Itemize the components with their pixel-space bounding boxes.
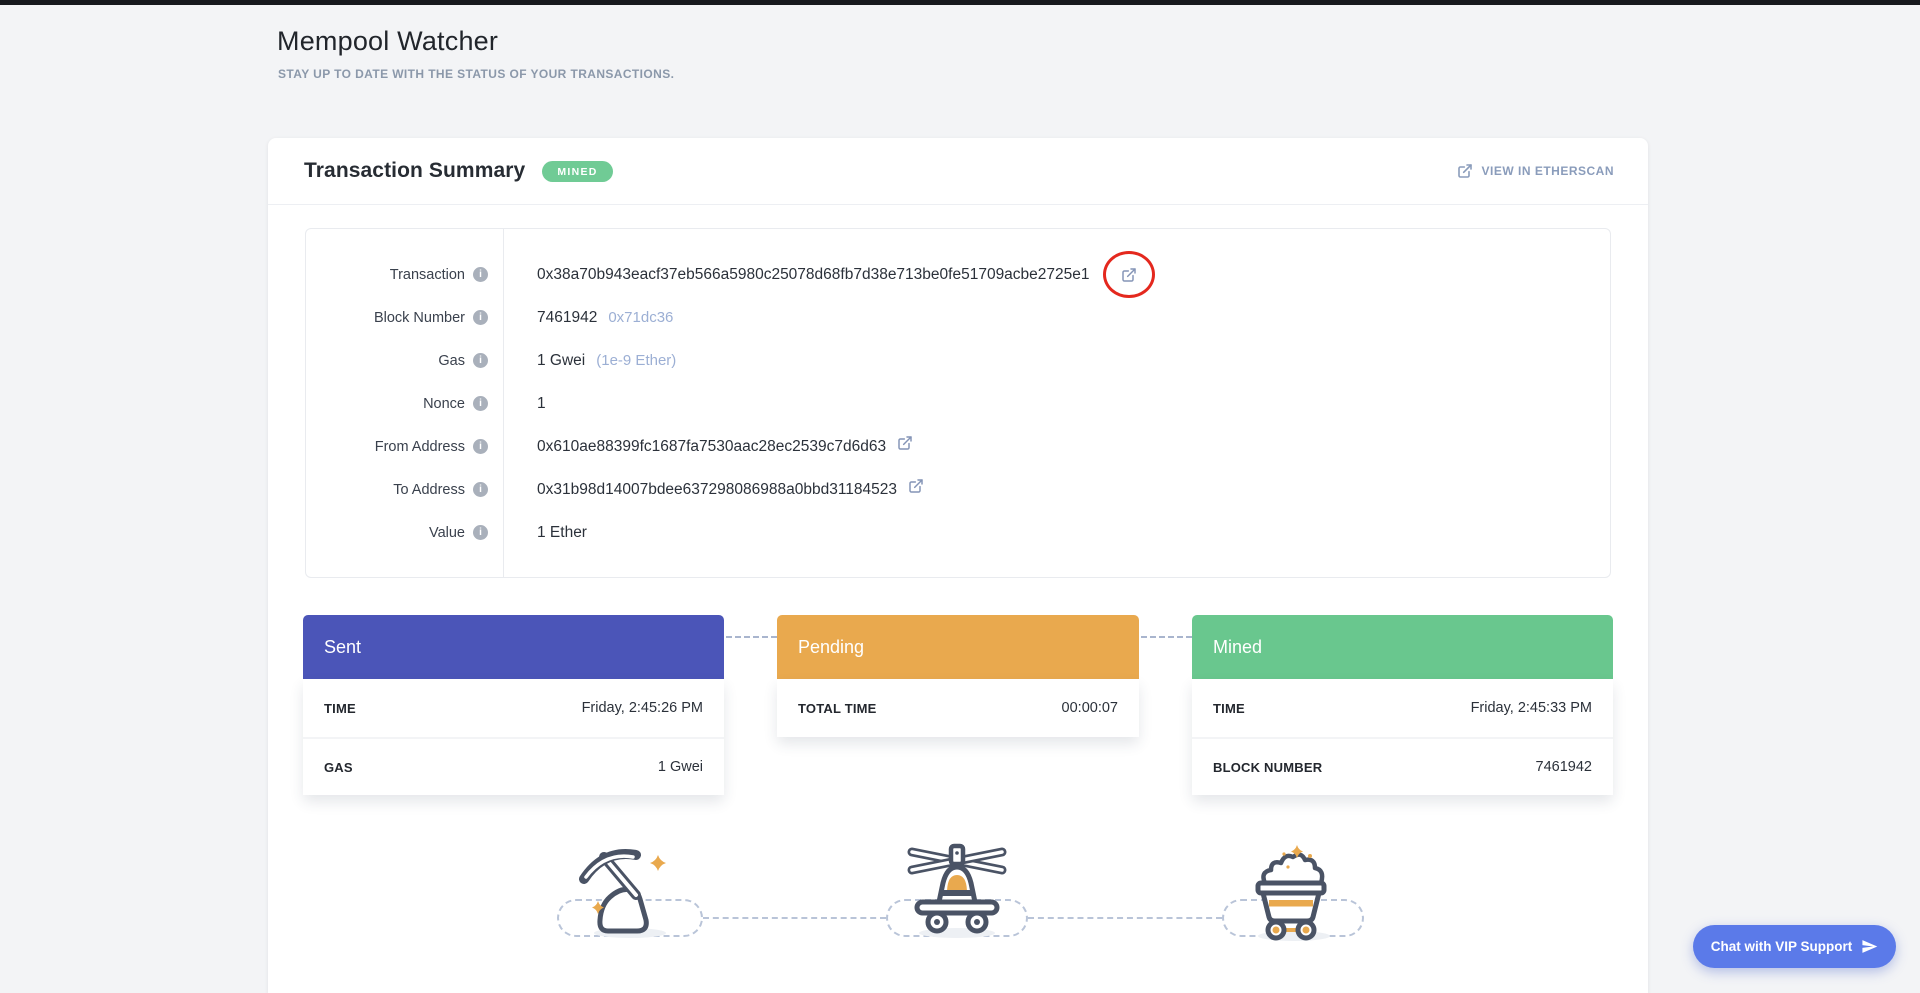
- stage-row-label: GAS: [324, 760, 353, 775]
- table-row: Noncei 1: [306, 382, 1610, 425]
- from-address-value: 0x610ae88399fc1687fa7530aac28ec2539c7d6d…: [537, 438, 886, 456]
- stage-name: Pending: [798, 637, 864, 658]
- transaction-detail-table: Transaction i 0x38a70b943eacf37eb566a5980…: [305, 228, 1611, 578]
- stage-row-label: BLOCK NUMBER: [1213, 760, 1322, 775]
- table-row: To Address i 0x31b98d14007bdee63729808698…: [306, 468, 1610, 511]
- annotation-circle: [1103, 251, 1155, 298]
- table-row: Block Number i 7461942 0x71dc36: [306, 296, 1610, 339]
- stage-row: TIME Friday, 2:45:26 PM: [303, 679, 724, 737]
- stage-connector: [1141, 636, 1192, 638]
- table-row: Gasi 1 Gwei (1e-9 Ether): [306, 339, 1610, 382]
- row-label: Value: [429, 525, 465, 541]
- info-icon[interactable]: i: [473, 482, 488, 497]
- mine-cart-icon: [1244, 843, 1346, 943]
- stage-row-label: TIME: [324, 701, 356, 716]
- transaction-hash: 0x38a70b943eacf37eb566a5980c25078d68fb7d…: [537, 266, 1090, 284]
- stage-connector: [726, 636, 777, 638]
- stage-name: Mined: [1213, 637, 1262, 658]
- stage-card-pending: Pending TOTAL TIME 00:00:07: [777, 615, 1139, 737]
- stage-row-value: Friday, 2:45:26 PM: [582, 700, 703, 716]
- block-number-value: 7461942: [537, 309, 597, 327]
- info-icon[interactable]: i: [473, 267, 488, 282]
- stage-header-pending: Pending: [777, 615, 1139, 679]
- chat-with-vip-support-button[interactable]: Chat with VIP Support: [1693, 925, 1896, 968]
- paper-plane-icon: [1861, 938, 1878, 955]
- column-divider: [503, 229, 504, 577]
- block-number-hex: 0x71dc36: [608, 309, 673, 326]
- stage-row: TOTAL TIME 00:00:07: [777, 679, 1139, 737]
- stage-header-mined: Mined: [1192, 615, 1613, 679]
- info-icon[interactable]: i: [473, 310, 488, 325]
- table-row: From Address i 0x610ae88399fc1687fa7530aa…: [306, 425, 1610, 468]
- stage-row: GAS 1 Gwei: [303, 737, 724, 795]
- external-link-icon[interactable]: [897, 435, 913, 451]
- stage-row-label: TOTAL TIME: [798, 701, 877, 716]
- chat-button-label: Chat with VIP Support: [1711, 939, 1853, 954]
- row-label: Nonce: [423, 396, 465, 412]
- mempool-watcher-page: Mempool Watcher STAY UP TO DATE WITH THE…: [0, 0, 1920, 993]
- table-row: Valuei 1 Ether: [306, 511, 1610, 554]
- page-title: Mempool Watcher: [277, 26, 498, 57]
- stage-row-label: TIME: [1213, 701, 1245, 716]
- stage-row-value: Friday, 2:45:33 PM: [1471, 700, 1592, 716]
- stage-name: Sent: [324, 637, 361, 658]
- stage-card-sent: Sent TIME Friday, 2:45:26 PM GAS 1 Gwei: [303, 615, 724, 795]
- stage-row-value: 00:00:07: [1062, 700, 1118, 716]
- status-badge: MINED: [542, 161, 612, 182]
- gas-ether-equivalent: (1e-9 Ether): [596, 352, 676, 369]
- stage-row: TIME Friday, 2:45:33 PM: [1192, 679, 1613, 737]
- gas-value: 1 Gwei: [537, 352, 585, 370]
- etherscan-link-label: VIEW IN ETHERSCAN: [1481, 164, 1614, 178]
- illustration-connector: [1028, 917, 1222, 919]
- stage-header-sent: Sent: [303, 615, 724, 679]
- row-label: Transaction: [390, 267, 465, 283]
- row-label: From Address: [375, 439, 465, 455]
- nonce-value: 1: [537, 395, 546, 413]
- external-link-icon[interactable]: [908, 478, 924, 494]
- stage-row-value: 7461942: [1536, 759, 1592, 775]
- stage-row: BLOCK NUMBER 7461942: [1192, 737, 1613, 795]
- info-icon[interactable]: i: [473, 353, 488, 368]
- info-icon[interactable]: i: [473, 439, 488, 454]
- to-address-value: 0x31b98d14007bdee637298086988a0bbd311845…: [537, 481, 897, 499]
- external-link-icon: [1457, 163, 1473, 179]
- external-link-icon[interactable]: [1121, 267, 1137, 283]
- card-header: Transaction Summary MINED VIEW IN ETHERS…: [268, 138, 1648, 205]
- page-subtitle: STAY UP TO DATE WITH THE STATUS OF YOUR …: [278, 67, 674, 81]
- card-title: Transaction Summary: [304, 159, 525, 183]
- row-label: Block Number: [374, 310, 465, 326]
- info-icon[interactable]: i: [473, 525, 488, 540]
- view-in-etherscan-link[interactable]: VIEW IN ETHERSCAN: [1457, 163, 1614, 179]
- pickaxe-rock-icon: [568, 841, 692, 941]
- table-row: Transaction i 0x38a70b943eacf37eb566a5980…: [306, 253, 1610, 296]
- stage-row-value: 1 Gwei: [658, 759, 703, 775]
- stage-card-mined: Mined TIME Friday, 2:45:33 PM BLOCK NUMB…: [1192, 615, 1613, 795]
- info-icon[interactable]: i: [473, 396, 488, 411]
- top-bar: [0, 0, 1920, 5]
- illustration-connector: [703, 917, 886, 919]
- handcar-icon: [896, 838, 1018, 940]
- row-label: To Address: [393, 482, 465, 498]
- row-label: Gas: [438, 353, 465, 369]
- ether-value: 1 Ether: [537, 524, 587, 542]
